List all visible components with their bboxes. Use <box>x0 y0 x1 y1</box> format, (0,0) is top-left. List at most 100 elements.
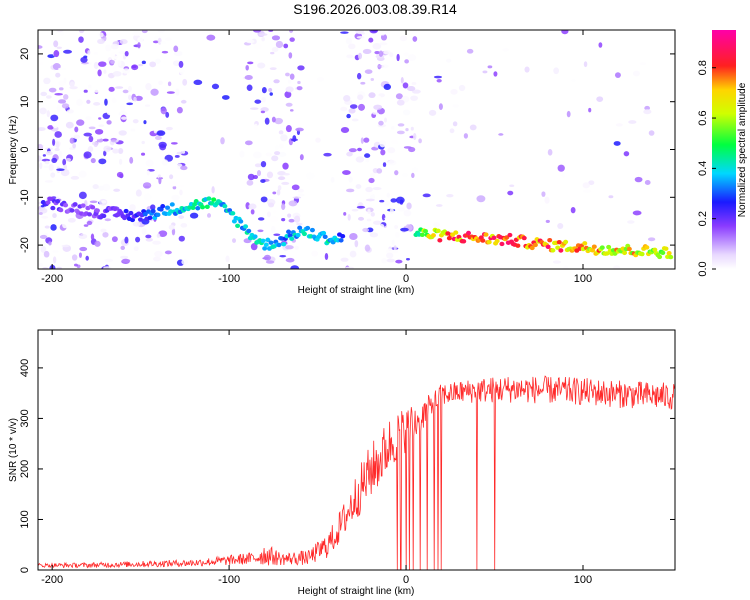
spectrogram-cell <box>108 86 115 92</box>
spectrogram-cell <box>244 74 253 80</box>
spectrogram-cell <box>65 121 74 129</box>
spectrogram-cell <box>389 52 394 58</box>
spectrogram-cell <box>100 102 105 106</box>
spectrogram-cell <box>261 96 266 103</box>
spectrogram-cell <box>106 120 112 125</box>
spectrogram-cell <box>145 234 152 239</box>
spectrogram-cell <box>61 103 70 109</box>
spectrogram-cell <box>135 189 142 197</box>
spectrogram-cell <box>386 192 391 198</box>
snr-series <box>38 375 675 570</box>
y-tick-label: -20 <box>19 237 31 253</box>
spectrogram-cell <box>252 30 262 33</box>
spectrogram-cell <box>356 35 365 39</box>
spectrogram-cell <box>65 157 72 162</box>
spectrogram-cell <box>102 231 109 238</box>
spectrogram-signal-cell <box>101 213 107 219</box>
spectrogram-signal-cell <box>169 202 175 207</box>
spectrogram-cell <box>38 143 44 151</box>
spectrogram-cell <box>178 184 185 188</box>
spectrogram-cell <box>157 30 166 34</box>
spectrogram-cell <box>370 193 376 201</box>
spectrogram-cell <box>287 213 292 218</box>
spectrogram-cell <box>86 220 93 226</box>
spectrogram-signal-cell <box>165 205 171 210</box>
spectrogram-cell <box>273 233 281 236</box>
spectrogram-cell <box>397 207 406 212</box>
spectrogram-cell <box>406 65 412 70</box>
spectrogram-cell <box>561 72 567 79</box>
spectrogram-cell <box>404 59 409 64</box>
spectrogram-cell <box>280 134 288 142</box>
spectrogram-cell <box>171 228 176 236</box>
spectrogram-cell <box>119 104 126 112</box>
spectrogram-cell <box>395 93 403 100</box>
spectrogram-cell <box>365 186 373 193</box>
spectrogram-signal-cell <box>499 241 505 247</box>
x-tick-label: 100 <box>574 574 592 586</box>
spectrogram-cell <box>268 87 273 93</box>
spectrogram-cell <box>342 170 351 175</box>
spectrogram-cell <box>452 121 458 127</box>
spectrogram-signal-cell <box>555 245 561 250</box>
spectrogram-signal-cell <box>466 230 472 236</box>
spectrogram-cell <box>225 255 230 263</box>
spectrogram-cell <box>358 103 365 111</box>
spectrogram-signal-cell <box>45 200 51 205</box>
spectrogram-cell <box>614 72 621 79</box>
spectrogram-signal-cell <box>435 228 441 234</box>
spectrogram-cell <box>104 218 112 222</box>
spectrogram-cell <box>69 81 75 88</box>
spectrogram-cell <box>260 196 268 203</box>
spectrogram-cell <box>270 225 276 234</box>
spectrogram-cell <box>103 145 112 152</box>
spectrogram-cell <box>131 64 139 71</box>
spectrogram-cell <box>647 237 656 242</box>
spectrogram-cell <box>130 128 136 132</box>
spectrogram-cell <box>401 221 407 227</box>
spectrogram-cell <box>141 60 146 65</box>
spectrogram-cell <box>93 61 99 70</box>
spectrogram-cell <box>145 83 152 91</box>
spectrogram-cell <box>294 245 299 250</box>
spectrogram-cell <box>111 236 118 243</box>
spectrogram-cell <box>38 45 43 49</box>
spectrogram-cell <box>294 215 301 223</box>
spectrogram-cell <box>118 148 124 154</box>
spectrogram-cell <box>164 225 171 230</box>
spectrogram-cell <box>49 32 57 36</box>
spectrogram-cells <box>38 30 674 269</box>
spectrogram-signal-cell <box>446 235 452 241</box>
spectrogram-cell <box>48 163 54 172</box>
spectrogram-cell <box>174 154 180 158</box>
spectrogram-cell <box>502 47 510 52</box>
spectrogram-cell <box>110 43 119 50</box>
spectrogram-cell <box>446 58 452 63</box>
spectrogram-cell <box>378 120 384 126</box>
spectrogram-cell <box>179 67 185 75</box>
spectrogram-cell <box>38 127 46 131</box>
snr-line <box>38 375 675 570</box>
spectrogram-cell <box>132 221 141 227</box>
spectrogram-cell <box>55 72 61 78</box>
spectrogram-cell <box>175 88 180 96</box>
spectrogram-cell <box>202 60 206 66</box>
spectrogram-cell <box>174 173 184 181</box>
spectrogram-signal-cell <box>204 204 210 210</box>
spectrogram-cell <box>254 123 258 131</box>
spectrogram-cell <box>93 51 98 55</box>
spectrogram-cell <box>44 180 53 183</box>
spectrogram-cell <box>367 208 371 215</box>
spectrogram-signal-cell <box>532 242 538 248</box>
spectrogram-cell <box>52 213 57 219</box>
spectrogram-cell <box>412 36 418 42</box>
spectrogram-cell <box>133 96 137 102</box>
spectrogram-cell <box>110 60 115 64</box>
spectrogram-cell <box>178 215 185 219</box>
spectrogram-cell <box>72 143 76 149</box>
spectrogram-signal-cell <box>281 241 287 247</box>
spectrogram-cell <box>452 104 459 108</box>
spectrogram-cell <box>164 250 172 255</box>
spectrogram-cell <box>56 168 65 172</box>
spectrogram-cell <box>269 92 273 96</box>
